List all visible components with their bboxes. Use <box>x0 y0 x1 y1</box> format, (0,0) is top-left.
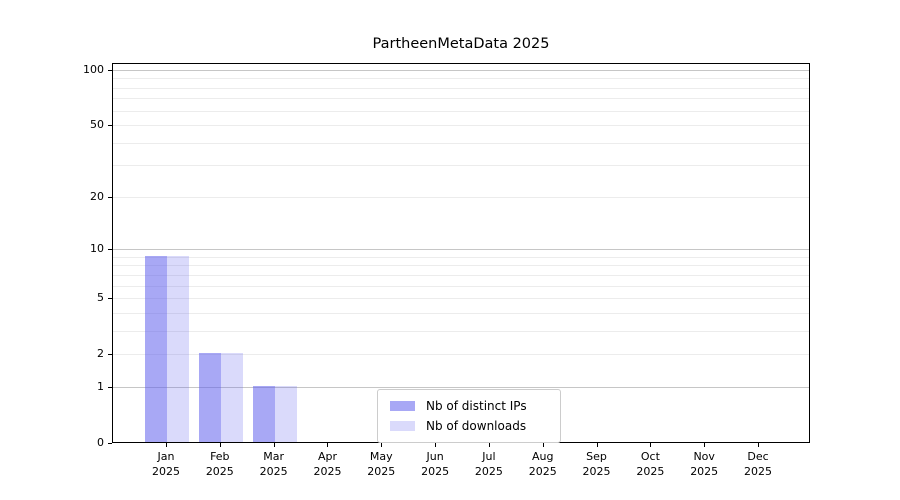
y-tick-mark <box>108 125 112 127</box>
plot-area <box>112 63 810 443</box>
x-tick-label-apr: Apr 2025 <box>313 450 342 478</box>
x-tick-mark <box>542 443 544 447</box>
x-tick-mark <box>166 443 167 447</box>
x-tick-label-sep: Sep 2025 <box>582 450 611 478</box>
y-tick-label: 0 <box>97 436 104 449</box>
minor-gridline <box>113 165 809 167</box>
minor-gridline <box>113 298 809 300</box>
x-tick-label-jul: Jul 2025 <box>474 450 503 478</box>
y-tick-label: 100 <box>83 63 104 76</box>
x-tick-mark <box>435 443 437 447</box>
y-tick-label: 20 <box>90 189 104 203</box>
chart-title: PartheenMetaData 2025 <box>372 36 550 52</box>
y-tick-label: 5 <box>97 291 104 305</box>
legend-label: Nb of downloads <box>426 419 527 433</box>
x-tick-label-aug: Aug 2025 <box>528 450 557 478</box>
y-tick-label: 50 <box>90 118 104 132</box>
minor-gridline <box>113 265 809 267</box>
minor-gridline <box>113 330 809 332</box>
minor-gridline <box>113 196 809 198</box>
y-tick-mark <box>108 249 112 251</box>
minor-gridline <box>113 98 809 100</box>
legend-item-distinct-ips: Nb of distinct IPs <box>390 396 550 416</box>
major-gridline <box>113 70 809 71</box>
y-tick-mark <box>108 443 112 444</box>
x-tick-mark <box>704 443 706 447</box>
y-tick-label: 10 <box>90 242 104 256</box>
y-tick-mark <box>108 354 112 356</box>
y-tick-label: 2 <box>97 347 104 361</box>
bar-feb-ips <box>198 353 221 442</box>
minor-gridline <box>113 87 809 89</box>
y-tick-mark <box>108 298 112 300</box>
minor-gridline <box>113 256 809 258</box>
x-tick-label-oct: Oct 2025 <box>636 450 665 478</box>
bar-feb-downloads <box>220 353 243 442</box>
x-tick-label-mar: Mar 2025 <box>259 450 288 478</box>
minor-gridline <box>113 285 809 287</box>
minor-gridline <box>113 78 809 80</box>
minor-gridline <box>113 274 809 276</box>
x-tick-label-may: May 2025 <box>367 450 396 478</box>
legend-swatch-distinct-ips <box>390 401 415 411</box>
legend-label: Nb of distinct IPs <box>426 399 527 413</box>
x-tick-mark <box>758 443 760 447</box>
minor-gridline <box>113 125 809 127</box>
minor-gridline <box>113 312 809 314</box>
bar-mar-downloads <box>274 385 297 442</box>
legend: Nb of distinct IPs Nb of downloads <box>377 389 561 443</box>
x-tick-mark <box>650 443 652 447</box>
x-tick-mark <box>488 443 490 447</box>
bar-mar-ips <box>252 385 275 442</box>
legend-item-downloads: Nb of downloads <box>390 416 550 436</box>
x-tick-mark <box>381 443 383 447</box>
major-gridline <box>113 249 809 251</box>
y-tick-label: 1 <box>97 379 104 393</box>
y-tick-mark <box>108 196 112 198</box>
x-tick-label-dec: Dec 2025 <box>744 450 773 478</box>
bar-jan-ips <box>145 255 167 442</box>
y-tick-mark <box>108 70 112 71</box>
x-tick-mark <box>327 443 329 447</box>
x-tick-label-jun: Jun 2025 <box>421 450 450 478</box>
minor-gridline <box>113 110 809 112</box>
minor-gridline <box>113 142 809 144</box>
x-tick-label-jan: Jan 2025 <box>152 450 180 478</box>
x-tick-label-feb: Feb 2025 <box>205 450 234 478</box>
major-gridline <box>113 386 809 388</box>
x-tick-mark <box>273 443 275 447</box>
x-tick-mark <box>219 443 221 447</box>
x-tick-mark <box>596 443 598 447</box>
minor-gridline <box>113 354 809 356</box>
legend-swatch-downloads <box>390 421 415 431</box>
y-tick-mark <box>108 386 112 388</box>
x-tick-label-nov: Nov 2025 <box>690 450 719 478</box>
bar-jan-downloads <box>167 255 189 442</box>
